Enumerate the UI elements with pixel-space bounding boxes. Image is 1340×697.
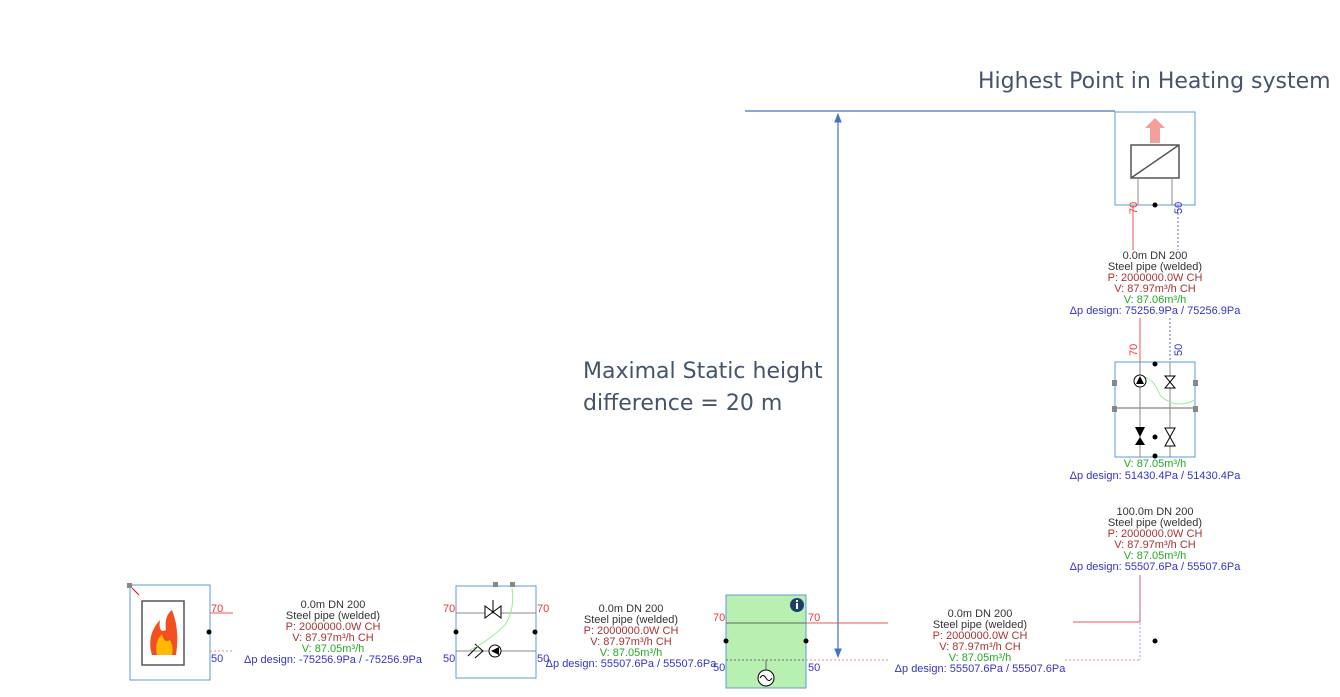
port-label: 50 [537, 653, 549, 665]
pipe-label: P: 2000000.0W CH [1108, 528, 1203, 540]
pipe-label: V: 87.05m³/h [1124, 550, 1187, 562]
pipe-label: 0.0m DN 200 [948, 608, 1013, 620]
pipe-label: Steel pipe (welded) [933, 619, 1027, 631]
pipe-label: P: 2000000.0W CH [584, 625, 679, 637]
pipe-label: 0.0m DN 200 [599, 603, 664, 615]
port-label: 50 [1173, 202, 1185, 214]
pipe-label: P: 2000000.0W CH [1108, 272, 1203, 284]
pipe-label: Steel pipe (welded) [584, 614, 678, 626]
port-label: 70 [713, 612, 725, 624]
height-label: difference = 20 m [583, 391, 782, 416]
port-label: 70 [443, 603, 455, 615]
pipe-label: Steel pipe (welded) [1108, 517, 1202, 529]
height-label: Maximal Static height [583, 359, 823, 384]
highest-point-label: Highest Point in Heating system [978, 69, 1331, 94]
component-flow: V: 87.05m³/h [1124, 458, 1187, 470]
pipe-label: Steel pipe (welded) [286, 610, 380, 622]
port-label: 50 [713, 662, 725, 674]
pipe-label: P: 2000000.0W CH [933, 630, 1028, 642]
node [1152, 638, 1158, 644]
pump-unit [453, 582, 538, 679]
port-label: 70 [537, 603, 549, 615]
pipe-label: V: 87.05m³/h [600, 647, 663, 659]
port-label: 70 [211, 603, 223, 615]
port-label: 50 [211, 653, 223, 665]
pipe-label: P: 2000000.0W CH [286, 621, 381, 633]
pipe-label: V: 87.05m³/h [302, 643, 365, 655]
pipe-label: Steel pipe (welded) [1108, 261, 1202, 273]
port-label: 70 [1128, 202, 1140, 214]
pipe-label: V: 87.05m³/h [949, 652, 1012, 664]
pipe-label: V: 87.97m³/h CH [939, 641, 1021, 653]
pipe-label: V: 87.97m³/h CH [292, 632, 374, 644]
heat-consumer [1114, 111, 1196, 208]
port-label: 50 [808, 662, 820, 674]
port-label: 50 [443, 653, 455, 665]
pipe-label: 0.0m DN 200 [301, 599, 366, 611]
pipe-label: V: 87.97m³/h CH [590, 636, 672, 648]
port-label: 70 [1128, 344, 1140, 356]
boiler [127, 583, 212, 681]
pipe-label: Δp design: 55507.6Pa / 55507.6Pa [546, 658, 718, 670]
port-label: 70 [808, 612, 820, 624]
port-label: 50 [1173, 344, 1185, 356]
pipe-label: Δp design: -75256.9Pa / -75256.9Pa [244, 654, 423, 666]
pipe-label: Δp design: 55507.6Pa / 55507.6Pa [895, 663, 1067, 675]
pipe-label: 0.0m DN 200 [1123, 250, 1188, 262]
pipe-label: 100.0m DN 200 [1116, 506, 1193, 518]
pipe-label: V: 87.97m³/h CH [1114, 539, 1196, 551]
pipe-label: Δp design: 75256.9Pa / 75256.9Pa [1070, 305, 1242, 317]
pipe-label: V: 87.06m³/h [1124, 294, 1187, 306]
hydraulic-separator [723, 594, 809, 689]
pump-group [1112, 361, 1198, 459]
pipe-label: V: 87.97m³/h CH [1114, 283, 1196, 295]
pipe-label: Δp design: 55507.6Pa / 55507.6Pa [1070, 561, 1242, 573]
component-dp: Δp design: 51430.4Pa / 51430.4Pa [1070, 470, 1242, 482]
